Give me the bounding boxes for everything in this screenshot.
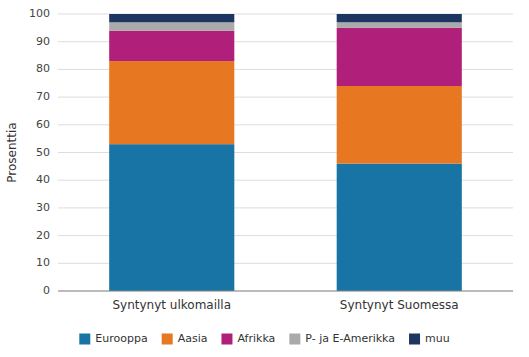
- legend-swatch: [409, 334, 420, 345]
- legend-swatch: [162, 334, 173, 345]
- bar-segment: [337, 28, 462, 86]
- bar-segment: [109, 144, 234, 291]
- x-axis: Syntynyt ulkomailla Syntynyt Suomessa: [58, 291, 513, 312]
- y-tick-label: 100: [29, 7, 50, 20]
- bar-segment: [109, 14, 234, 22]
- bars: [109, 14, 462, 291]
- y-axis: 0 10 20 30 40 50 60 70 80 90 100: [29, 7, 50, 297]
- legend-item: Aasia: [162, 332, 208, 345]
- x-tick-label: Syntynyt Suomessa: [340, 298, 459, 312]
- legend-label: Afrikka: [237, 332, 275, 345]
- y-tick-label: 90: [36, 35, 50, 48]
- legend-item: Eurooppa: [79, 332, 147, 345]
- y-axis-label: Prosenttia: [5, 122, 19, 182]
- y-tick-label: 30: [36, 201, 50, 214]
- bar-segment: [337, 14, 462, 22]
- bar-segment: [337, 86, 462, 164]
- y-tick-label: 80: [36, 62, 50, 75]
- grid: [58, 14, 513, 291]
- bar-segment: [109, 61, 234, 144]
- y-tick-label: 10: [36, 256, 50, 269]
- chart: 0 10 20 30 40 50 60 70 80 90 100 Syntynyt ulkomaill…: [0, 0, 529, 357]
- x-axis-line: [58, 291, 513, 292]
- legend-label: Aasia: [178, 332, 208, 345]
- legend-item: muu: [409, 332, 450, 345]
- legend-swatch: [289, 334, 300, 345]
- legend: Eurooppa Aasia Afrikka P- ja E-Amerikka muu: [79, 332, 449, 345]
- legend-swatch: [79, 334, 90, 345]
- bar-segment: [337, 164, 462, 291]
- legend-item: P- ja E-Amerikka: [289, 332, 395, 345]
- legend-label: P- ja E-Amerikka: [305, 332, 395, 345]
- x-tick-label: Syntynyt ulkomailla: [112, 298, 231, 312]
- legend-label: muu: [425, 332, 450, 345]
- y-tick-label: 50: [36, 146, 50, 159]
- y-tick-label: 40: [36, 173, 50, 186]
- y-tick-label: 20: [36, 229, 50, 242]
- legend-swatch: [221, 334, 232, 345]
- legend-item: Afrikka: [221, 332, 275, 345]
- bar-segment: [109, 31, 234, 61]
- y-tick-label: 0: [43, 284, 50, 297]
- grid-line: [58, 291, 513, 292]
- bar-segment: [337, 22, 462, 28]
- y-tick-label: 60: [36, 118, 50, 131]
- legend-label: Eurooppa: [95, 332, 147, 345]
- y-tick-label: 70: [36, 90, 50, 103]
- bar-segment: [109, 22, 234, 30]
